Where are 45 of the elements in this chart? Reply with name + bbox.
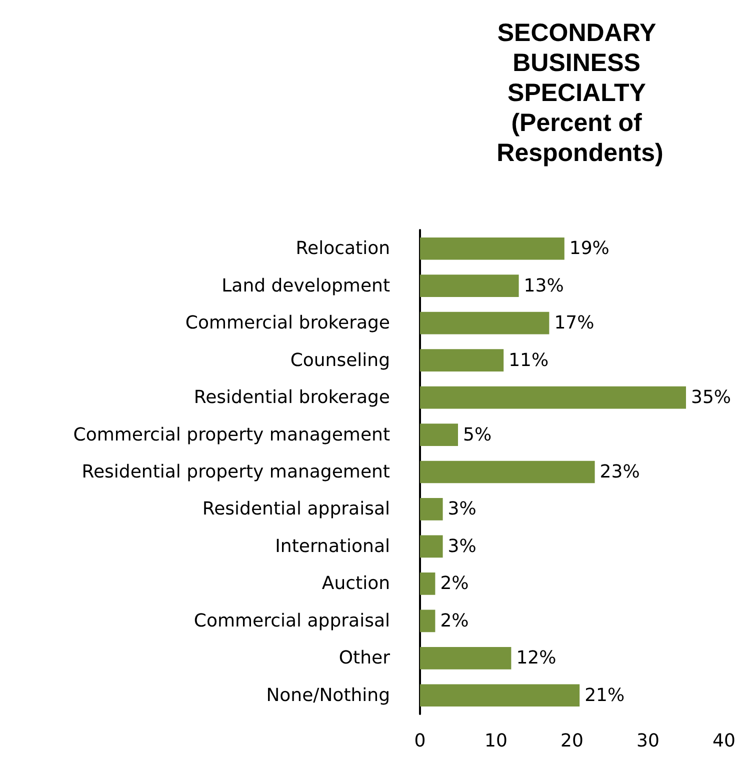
bar xyxy=(420,535,443,558)
y-tick-label: Land development xyxy=(222,275,390,296)
x-tick-label: 30 xyxy=(636,730,660,752)
y-tick-label: Commercial brokerage xyxy=(185,312,390,334)
data-label: 13% xyxy=(524,275,564,296)
y-tick-label: Residential appraisal xyxy=(202,498,390,520)
x-tick-label: 40 xyxy=(712,730,736,752)
bar xyxy=(420,684,580,707)
data-label: 19% xyxy=(569,238,610,260)
data-label: 5% xyxy=(463,424,492,446)
data-label: 2% xyxy=(440,573,469,594)
y-tick-label: International xyxy=(275,536,390,557)
data-label: 23% xyxy=(600,462,640,482)
data-label: 3% xyxy=(448,536,476,557)
data-label: 21% xyxy=(584,684,625,706)
y-tick-label: None/Nothing xyxy=(266,684,390,706)
bar xyxy=(420,572,436,595)
bar xyxy=(420,312,550,334)
y-tick-label: Residential brokerage xyxy=(194,387,390,408)
data-label: 3% xyxy=(448,498,476,520)
bar xyxy=(420,237,564,260)
bar xyxy=(420,646,512,670)
y-tick-label: Residential property management xyxy=(82,462,390,482)
bar xyxy=(420,349,504,372)
y-tick-label: Commercial appraisal xyxy=(194,610,390,632)
bar xyxy=(420,274,519,298)
data-label: 12% xyxy=(516,648,556,669)
y-tick-label: Relocation xyxy=(296,238,390,260)
y-tick-label: Other xyxy=(338,648,391,669)
y-tick-label: Commercial property management xyxy=(73,424,390,446)
y-tick-label: Counseling xyxy=(290,350,390,371)
bar xyxy=(420,424,458,446)
y-tick-label: Auction xyxy=(322,573,390,594)
bar xyxy=(420,610,436,632)
bar xyxy=(420,460,595,484)
bar xyxy=(420,386,686,409)
data-label: 11% xyxy=(508,350,549,371)
x-tick-label: 10 xyxy=(484,730,508,752)
data-label: 17% xyxy=(554,312,594,334)
x-tick-label: 20 xyxy=(560,730,584,752)
bar xyxy=(420,498,443,520)
chart-title: SECONDARY BUSINESS SPECIALTY (Percent of Respondents) xyxy=(496,19,664,167)
data-label: 2% xyxy=(440,610,469,632)
data-label: 35% xyxy=(691,387,732,408)
x-tick-label: 0 xyxy=(414,730,426,752)
